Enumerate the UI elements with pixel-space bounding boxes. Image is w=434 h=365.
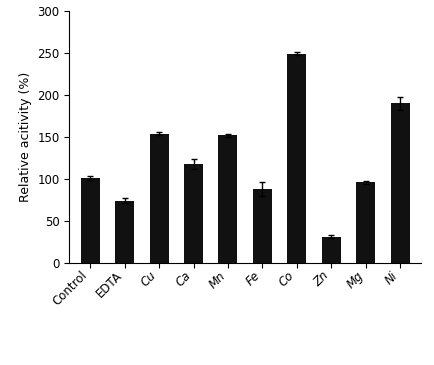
Bar: [115, 201, 134, 263]
Y-axis label: Relative acitivity (%): Relative acitivity (%): [19, 72, 32, 202]
Bar: [253, 189, 272, 263]
Bar: [287, 54, 306, 263]
Bar: [322, 237, 341, 263]
Bar: [184, 164, 203, 263]
Bar: [218, 135, 237, 263]
Bar: [391, 103, 410, 263]
Bar: [81, 178, 99, 263]
Bar: [356, 182, 375, 263]
Bar: [150, 134, 168, 263]
